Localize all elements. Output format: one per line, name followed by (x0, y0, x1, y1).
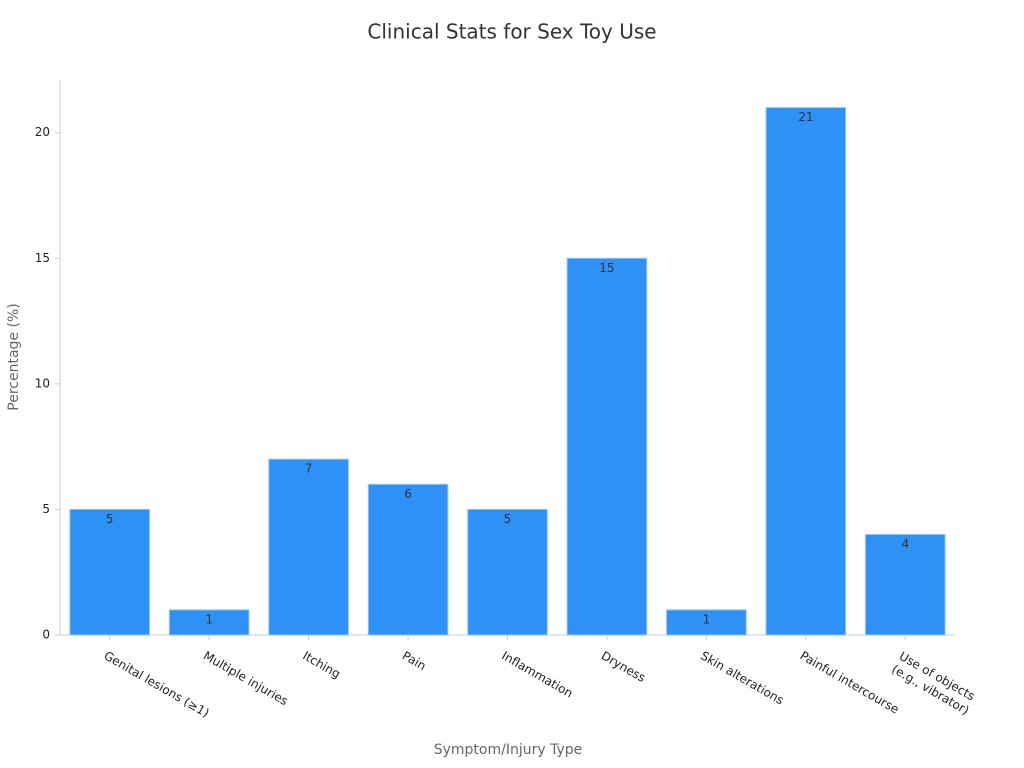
bar (168, 609, 250, 636)
bar (268, 458, 349, 636)
y-tick-label: 10 (35, 376, 50, 390)
x-tick-label: Multiple injuries (201, 649, 291, 709)
data-label: 1 (205, 612, 213, 626)
y-tick-label: 20 (35, 125, 50, 139)
data-label: 7 (305, 462, 313, 476)
chart-title: Clinical Stats for Sex Toy Use (367, 20, 656, 44)
data-label: 5 (504, 512, 512, 526)
bar (566, 257, 648, 636)
bar (69, 508, 150, 636)
y-axis-title: Percentage (%) (6, 303, 22, 410)
bar (765, 107, 847, 636)
bar (367, 483, 449, 636)
x-tick-label: Dryness (599, 649, 648, 686)
bar (666, 609, 747, 636)
data-label: 4 (901, 537, 909, 551)
x-tick-label: Itching (300, 649, 343, 682)
x-tick-label: Genital lesions (≥1) (101, 649, 211, 721)
x-tick-label: Use of objects (e.g., vibrator) (890, 649, 981, 718)
data-label: 1 (703, 612, 711, 626)
data-label: 5 (106, 512, 114, 526)
y-tick-label: 5 (42, 502, 50, 516)
data-label: 21 (798, 110, 813, 124)
x-tick-label: Pain (400, 649, 429, 674)
y-tick-label: 0 (42, 628, 50, 642)
y-tick-label: 15 (35, 251, 50, 265)
bar (467, 508, 548, 636)
data-label: 15 (599, 261, 614, 275)
x-axis-title: Symptom/Injury Type (434, 742, 583, 758)
x-tick-label: Inflammation (499, 649, 575, 701)
bar (865, 534, 946, 636)
data-label: 6 (404, 487, 412, 501)
x-tick-label: Skin alterations (698, 649, 786, 708)
x-tick-label: Painful intercourse (798, 649, 902, 717)
